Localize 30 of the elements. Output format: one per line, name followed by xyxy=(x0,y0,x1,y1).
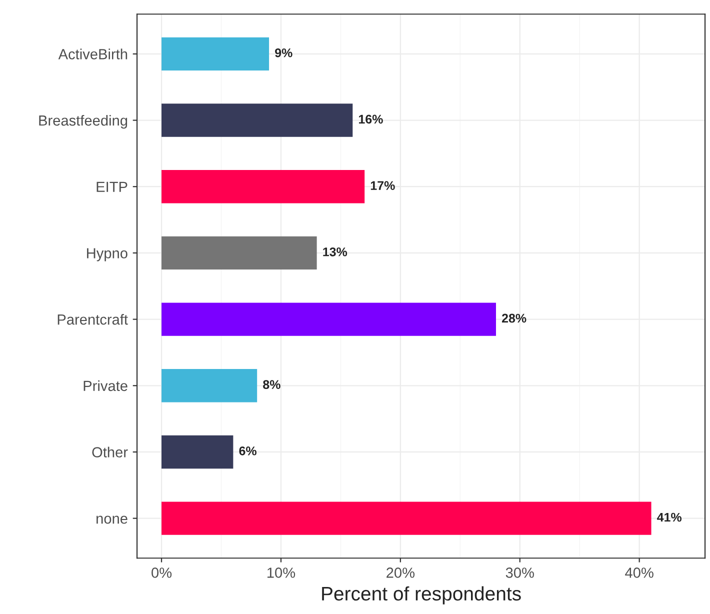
y-tick-label: Other xyxy=(92,446,128,458)
y-tick-label: ActiveBirth xyxy=(58,48,128,60)
x-tick-label: 40% xyxy=(625,568,654,578)
data-label: 17% xyxy=(370,181,395,190)
x-tick-label: 30% xyxy=(506,568,534,578)
y-tick-label: Parentcraft xyxy=(58,314,128,325)
data-label: 28% xyxy=(502,314,526,323)
bar xyxy=(162,435,234,469)
data-label: 9% xyxy=(275,48,292,58)
data-label: 8% xyxy=(263,380,280,389)
x-tick-label: 0% xyxy=(152,568,172,578)
y-tick-label: none xyxy=(96,516,128,524)
bar xyxy=(162,369,258,402)
y-tick-label: Breastfeeding xyxy=(39,114,128,129)
bar xyxy=(162,170,365,204)
y-tick-label: Private xyxy=(84,380,128,392)
bar xyxy=(162,37,270,71)
data-label: 16% xyxy=(358,114,383,124)
data-label: 6% xyxy=(239,446,256,456)
bar xyxy=(162,104,353,137)
bar xyxy=(162,302,496,336)
bar xyxy=(162,502,652,535)
y-tick-label: Hypno xyxy=(87,248,128,262)
x-tick-label: 10% xyxy=(267,568,296,578)
bar xyxy=(162,236,317,270)
x-tick-label: 20% xyxy=(386,568,414,578)
data-label: 41% xyxy=(657,512,682,522)
y-tick-label: EITP xyxy=(96,182,128,192)
x-axis-title: Percent of respondents xyxy=(322,586,521,604)
data-label: 13% xyxy=(323,247,348,256)
